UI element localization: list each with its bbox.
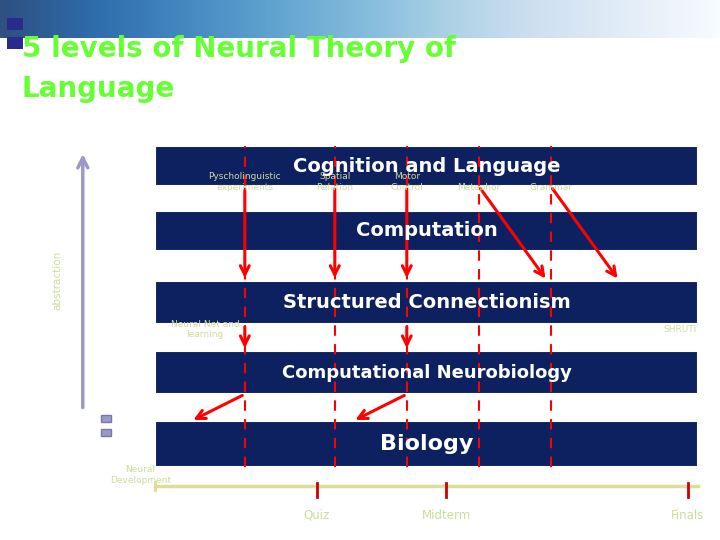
Bar: [155, 351, 698, 394]
Bar: [101, 415, 111, 422]
Text: Computational Neurobiology: Computational Neurobiology: [282, 363, 572, 382]
Text: Computation: Computation: [356, 221, 498, 240]
Text: Biology: Biology: [380, 434, 473, 454]
Text: 5 levels of Neural Theory of: 5 levels of Neural Theory of: [22, 35, 456, 63]
Bar: [155, 421, 698, 467]
Text: Midterm: Midterm: [422, 509, 471, 522]
Text: Quiz: Quiz: [304, 509, 330, 522]
Text: SHRUTI: SHRUTI: [664, 325, 697, 334]
Text: abstraction: abstraction: [53, 251, 63, 310]
Text: Pyscholinguistic
experiments: Pyscholinguistic experiments: [209, 172, 281, 192]
Bar: [7, 37, 23, 49]
Bar: [155, 211, 698, 251]
Text: Finals: Finals: [671, 509, 704, 522]
Bar: [7, 18, 23, 30]
Text: Neural Net and
learning: Neural Net and learning: [171, 320, 240, 339]
Bar: [101, 429, 111, 436]
Text: Structured Connectionism: Structured Connectionism: [283, 293, 570, 312]
Text: Spatial
Relation: Spatial Relation: [316, 172, 354, 192]
Text: Grammar: Grammar: [529, 183, 572, 192]
Text: Cognition and Language: Cognition and Language: [293, 157, 560, 176]
Bar: [155, 281, 698, 324]
Text: Metaphor: Metaphor: [457, 183, 500, 192]
Bar: [155, 146, 698, 186]
Text: Motor
Control: Motor Control: [390, 172, 423, 192]
Text: Neural
Development: Neural Development: [110, 465, 171, 485]
Text: Language: Language: [22, 75, 175, 103]
